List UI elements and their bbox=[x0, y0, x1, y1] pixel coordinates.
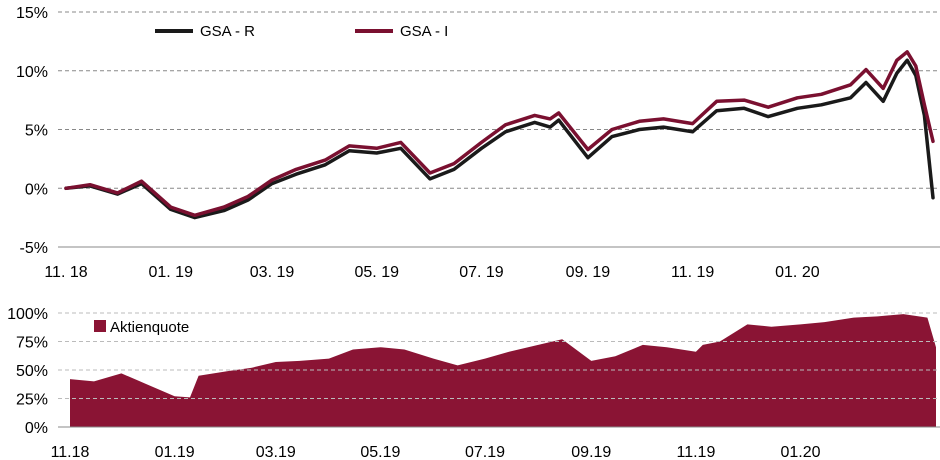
x-tick-label: 03. 19 bbox=[250, 264, 295, 281]
y-tick-label: 50% bbox=[16, 363, 48, 380]
x-tick-label: 11. 19 bbox=[671, 264, 714, 281]
x-tick-label: 01.20 bbox=[781, 444, 821, 460]
x-tick-label: 05. 19 bbox=[355, 264, 400, 281]
x-tick-label: 07. 19 bbox=[459, 264, 504, 281]
legend-swatch bbox=[94, 320, 106, 332]
y-tick-label: 0% bbox=[25, 181, 48, 198]
y-tick-label: 15% bbox=[16, 5, 48, 22]
legend-label: Aktienquote bbox=[110, 319, 189, 336]
x-tick-label: 01. 20 bbox=[775, 264, 820, 281]
y-tick-label: 75% bbox=[16, 335, 48, 352]
legend-label: GSA - I bbox=[400, 23, 448, 40]
y-tick-label: 10% bbox=[16, 64, 48, 81]
y-tick-label: 100% bbox=[7, 306, 48, 323]
x-tick-label: 01. 19 bbox=[148, 264, 193, 281]
y-tick-label: 5% bbox=[25, 123, 48, 140]
x-tick-label: 11. 18 bbox=[44, 264, 87, 281]
x-tick-label: 07.19 bbox=[465, 444, 505, 460]
x-tick-label: 09. 19 bbox=[566, 264, 611, 281]
series-line bbox=[64, 50, 935, 218]
x-tick-label: 05.19 bbox=[360, 444, 400, 460]
series-area bbox=[70, 314, 936, 427]
series-line bbox=[64, 58, 935, 220]
x-tick-label: 11.18 bbox=[51, 444, 90, 460]
x-tick-label: 11.19 bbox=[676, 444, 715, 460]
y-tick-label: 25% bbox=[16, 392, 48, 409]
y-tick-label: 0% bbox=[25, 420, 48, 437]
y-tick-label: -5% bbox=[20, 240, 48, 257]
legend-label: GSA - R bbox=[200, 23, 255, 40]
x-tick-label: 01.19 bbox=[155, 444, 195, 460]
x-tick-label: 03.19 bbox=[256, 444, 296, 460]
x-tick-label: 09.19 bbox=[571, 444, 611, 460]
